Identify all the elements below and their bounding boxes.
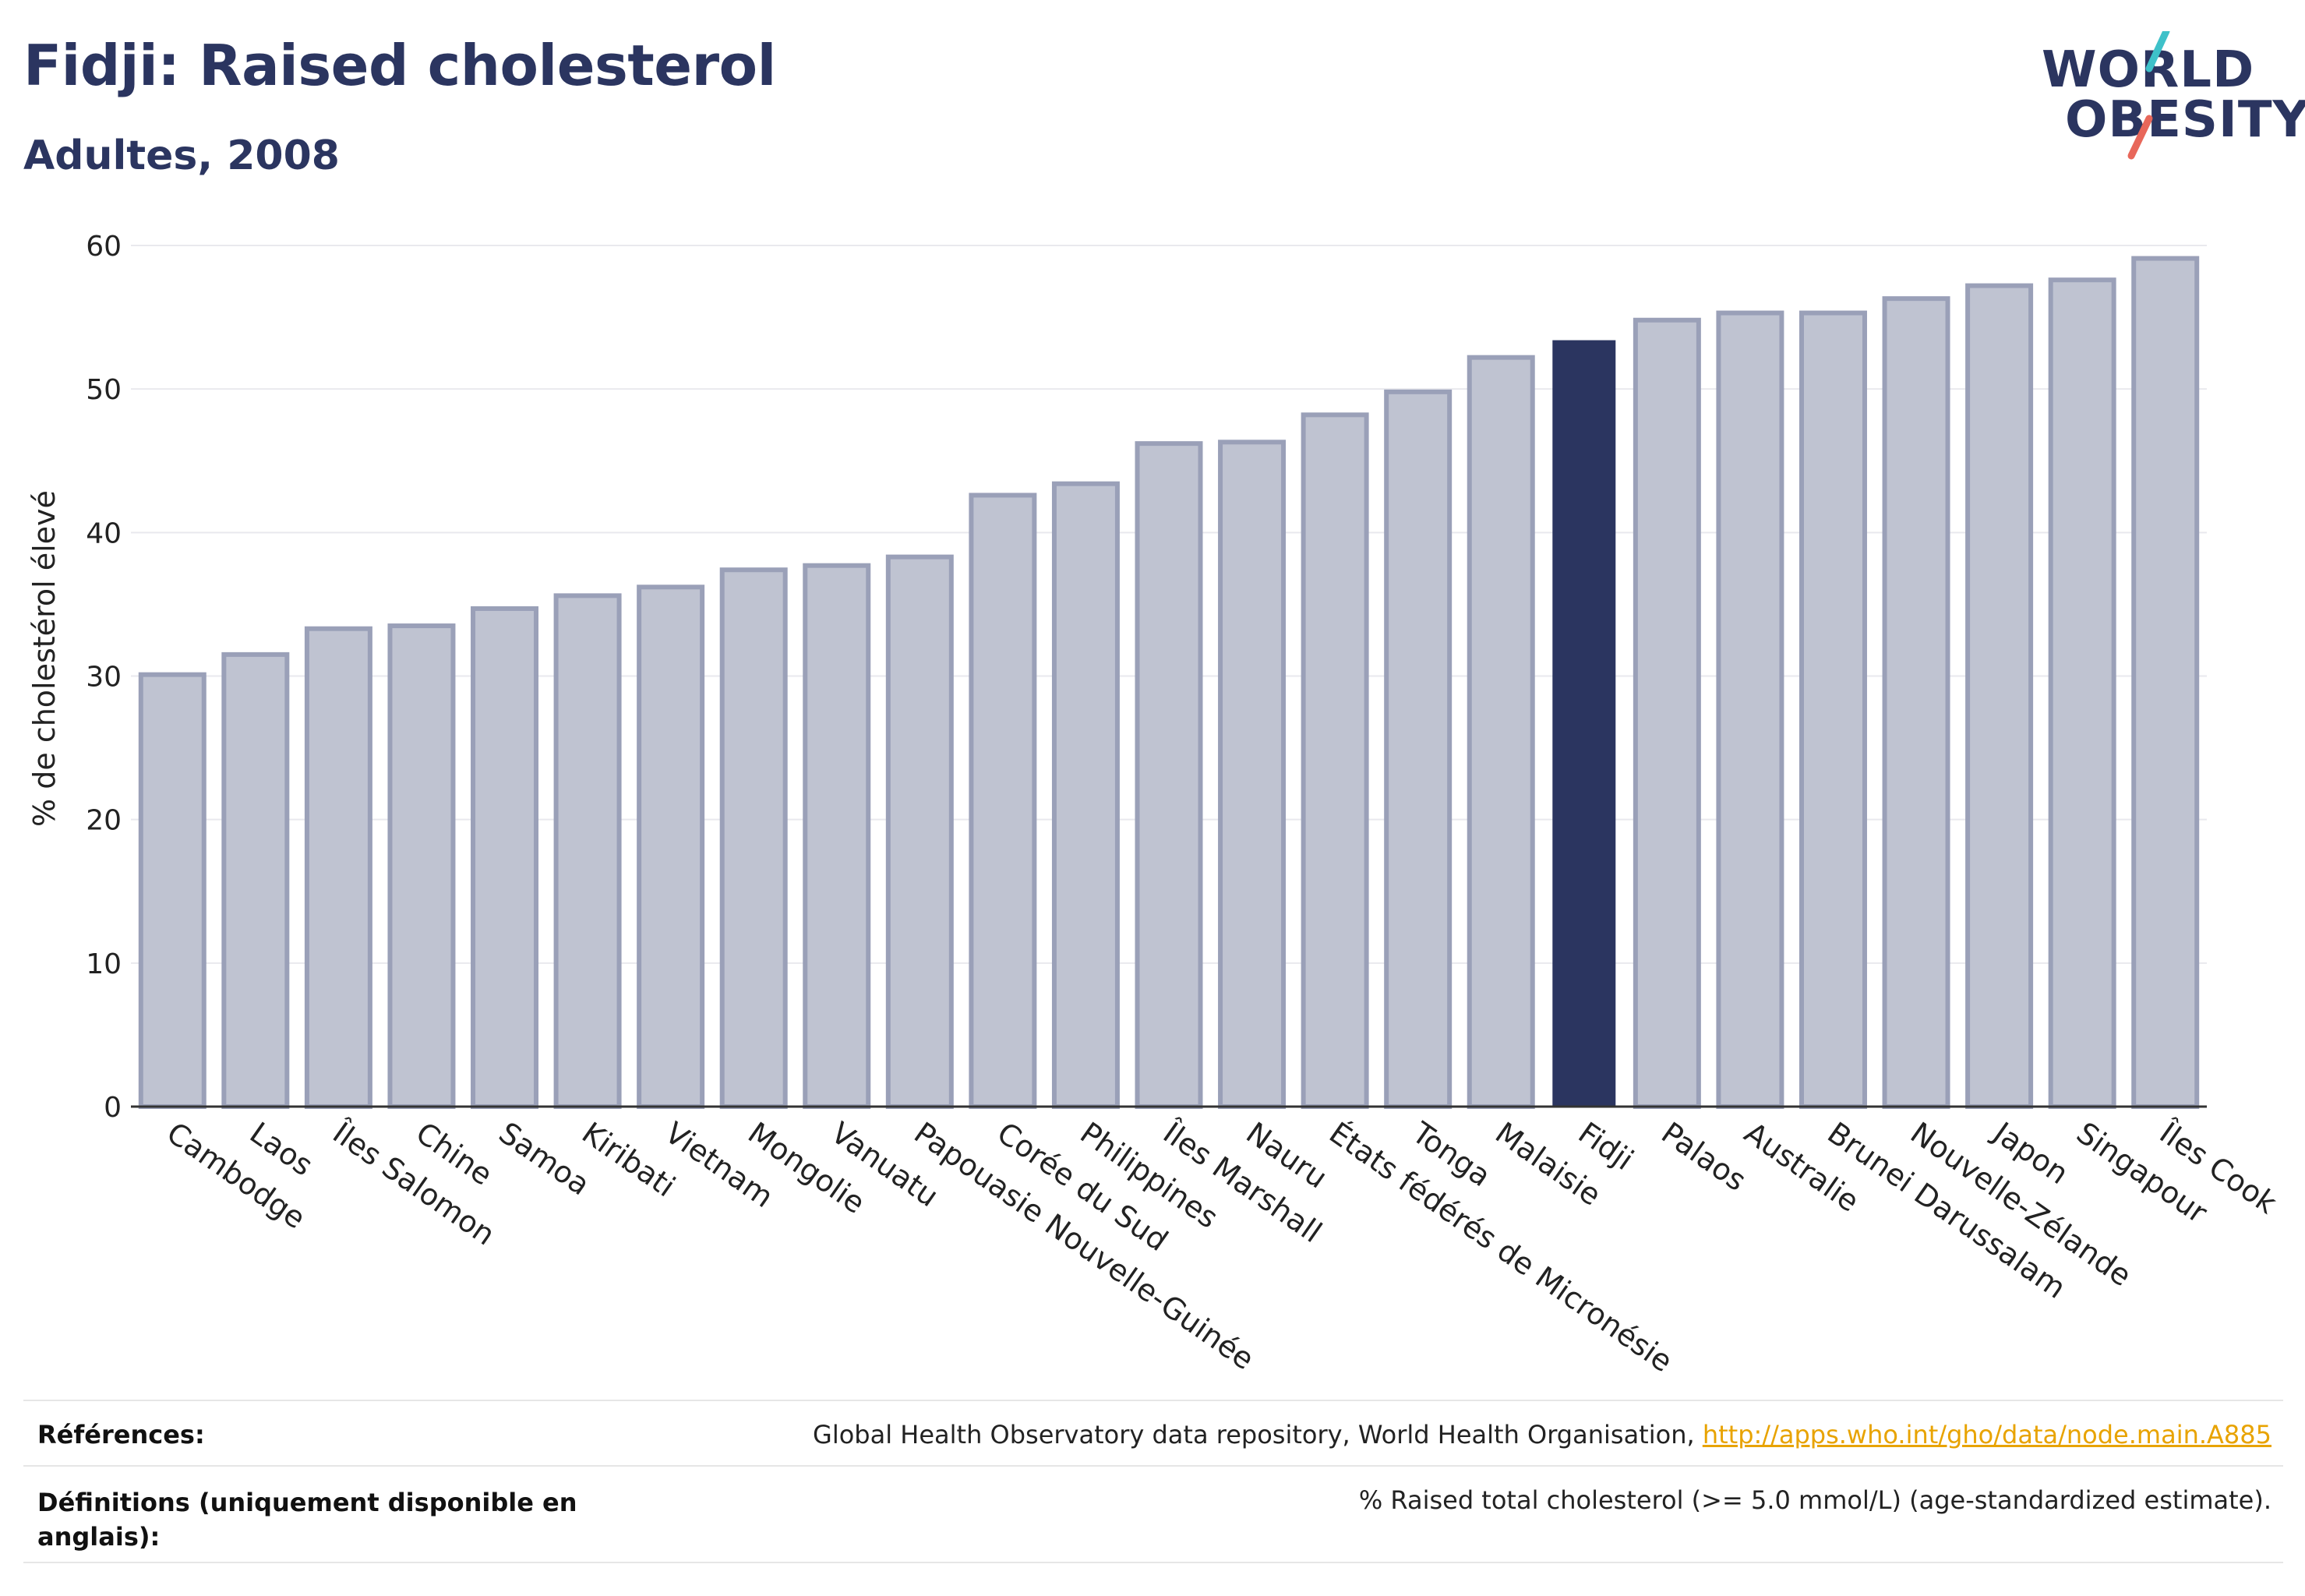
bar — [471, 606, 539, 1109]
logo-line-2: OBESITY — [2065, 91, 2305, 149]
definitions-label-line-1: Définitions (uniquement disponible en — [37, 1488, 577, 1517]
x-tick-label: Samoa — [492, 1115, 596, 1202]
bar — [1218, 440, 1287, 1109]
references-text: Global Health Observatory data repositor… — [813, 1420, 1703, 1449]
bar — [2131, 256, 2200, 1110]
chart-title: Fidji: Raised cholesterol — [23, 33, 776, 98]
x-tick-label: Palaos — [1655, 1115, 1753, 1198]
y-tick-label: 50 — [86, 374, 122, 406]
bar — [1716, 310, 1784, 1109]
footer-rule-middle — [23, 1465, 2283, 1467]
bar — [969, 493, 1037, 1109]
bar — [221, 651, 290, 1109]
y-tick-label: 60 — [86, 231, 122, 263]
references-value: Global Health Observatory data repositor… — [813, 1420, 2271, 1449]
bar — [1051, 481, 1120, 1109]
bar — [1384, 389, 1453, 1110]
bars — [138, 256, 2200, 1110]
bar — [719, 567, 788, 1109]
y-axis-label: % de cholestérol élevé — [27, 490, 62, 827]
bar — [803, 563, 871, 1109]
bar — [304, 626, 372, 1109]
footer-rule-bottom — [23, 1562, 2283, 1563]
logo-slash-icon — [2127, 31, 2170, 160]
bar — [138, 672, 206, 1109]
x-tick-label: Kiribati — [576, 1115, 681, 1203]
bar — [1633, 317, 1701, 1109]
world-obesity-logo: WORLD OBESITY — [2042, 31, 2305, 168]
y-tick-label: 10 — [86, 948, 122, 980]
bar — [1467, 355, 1535, 1109]
y-tick-label: 20 — [86, 805, 122, 837]
footer-rule-top — [23, 1400, 2283, 1401]
bar — [1798, 310, 1867, 1109]
y-tick-label: 30 — [86, 662, 122, 694]
definitions-label: Définitions (uniquement disponible en an… — [37, 1485, 577, 1554]
definitions-value: % Raised total cholesterol (>= 5.0 mmol/… — [1358, 1485, 2271, 1515]
bar — [637, 584, 705, 1109]
bar — [1965, 283, 2034, 1110]
references-label: Références: — [37, 1420, 205, 1449]
definitions-row: Définitions (uniquement disponible en an… — [23, 1468, 2283, 1562]
references-link[interactable]: http://apps.who.int/gho/data/node.main.A… — [1702, 1420, 2271, 1449]
bar — [2048, 277, 2116, 1110]
definitions-label-line-2: anglais): — [37, 1522, 161, 1552]
bar — [1882, 296, 1950, 1109]
chart-subtitle: Adultes, 2008 — [23, 132, 340, 179]
bar — [1135, 441, 1203, 1109]
bar-highlighted — [1552, 340, 1616, 1107]
bar — [1301, 412, 1369, 1109]
bar — [387, 623, 456, 1109]
y-tick-label: 40 — [86, 517, 122, 549]
y-tick-label: 0 — [104, 1092, 122, 1124]
references-row: Références: Global Health Observatory da… — [23, 1403, 2283, 1465]
bar — [553, 593, 622, 1109]
bar — [885, 554, 954, 1109]
